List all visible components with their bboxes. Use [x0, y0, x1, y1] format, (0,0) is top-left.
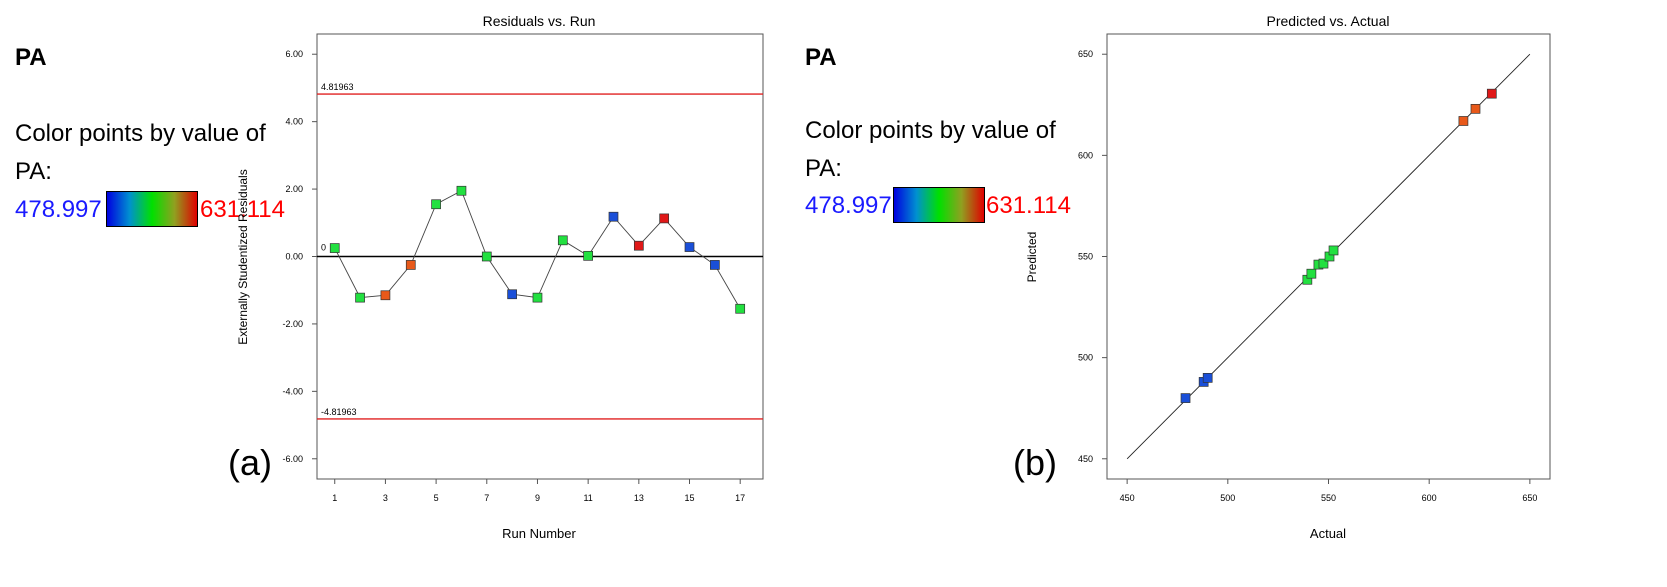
legend-min-value: 478.997 [805, 192, 892, 219]
legend-title: PA [805, 44, 837, 71]
x-tick-label: 550 [1321, 493, 1336, 503]
y-tick-label: 550 [1078, 252, 1093, 262]
data-point [735, 303, 746, 314]
plot-area: -6.00-4.00-2.000.002.004.006.001 3 5 7 9 11 13… [282, 33, 764, 503]
data-point [1486, 88, 1497, 99]
data-point [583, 250, 593, 261]
data-point [633, 240, 644, 251]
legend-caption-line1: Color points by value of [15, 120, 266, 147]
x-axis-label: Actual [1310, 526, 1346, 541]
y-tick-label: 6.00 [285, 49, 303, 59]
x-tick-label: 450 [1120, 493, 1135, 503]
legend-min-value: 478.997 [15, 196, 102, 223]
x-tick-label: 650 [1522, 493, 1537, 503]
lower-limit-label: -4.81963 [321, 407, 357, 417]
x-tick-label: 9 [535, 493, 540, 503]
y-axis-label: Predicted [1025, 232, 1039, 283]
legend-max-value: 631.114 [200, 196, 285, 223]
chart-title: Residuals vs. Run [483, 13, 596, 29]
chart-title: Predicted vs. Actual [1267, 13, 1390, 29]
x-tick-label: 15 [685, 493, 695, 503]
y-tick-label: 4.00 [285, 117, 303, 127]
data-point [507, 289, 517, 300]
x-tick-label: 11 [583, 493, 592, 503]
data-point [1306, 268, 1317, 279]
x-tick-label: 3 [383, 493, 388, 503]
color-gradient-bar [893, 187, 985, 223]
residuals-vs-run-chart: Residuals vs. Run Run Number Externally … [236, 13, 764, 541]
data-point [532, 292, 543, 303]
data-point [1470, 103, 1481, 114]
data-point [710, 260, 720, 270]
predicted-vs-actual-chart: Predicted vs. Actual Actual Predicted 45… [1025, 13, 1551, 541]
panel-a: PA Color points by value of PA: 478.997 … [0, 0, 820, 587]
data-point [329, 243, 340, 253]
color-gradient-bar [106, 191, 198, 227]
zero-line-label: 0 [321, 243, 326, 253]
data-point [557, 235, 568, 246]
y-tick-label: 450 [1078, 454, 1093, 464]
legend-caption-line1: Color points by value of [805, 117, 1056, 144]
plot-area: 450 500 550 600 650 450 500 550 600 650 [1078, 33, 1551, 503]
data-point [659, 213, 670, 224]
legend-max-value: 631.114 [986, 192, 1071, 219]
data-point [1328, 245, 1339, 256]
panel-letter: (b) [1013, 442, 1057, 483]
y-axis-label: Externally Studentized Residuals [236, 169, 250, 344]
data-point [1202, 373, 1213, 383]
x-tick-label: 13 [634, 493, 644, 503]
x-tick-label: 5 [434, 493, 439, 503]
y-tick-label: 600 [1078, 150, 1093, 160]
x-tick-label: 600 [1422, 493, 1437, 503]
x-tick-label: 17 [735, 493, 745, 503]
legend-title: PA [15, 44, 47, 71]
legend-caption-line2: PA: [805, 155, 842, 182]
x-tick-label: 7 [484, 493, 489, 503]
y-tick-label: -2.00 [282, 319, 303, 329]
y-tick-label: 2.00 [285, 184, 303, 194]
data-point [684, 242, 695, 252]
x-axis-label: Run Number [502, 526, 576, 541]
legend-caption-line2: PA: [15, 158, 52, 185]
data-point [1458, 116, 1469, 126]
data-point [431, 199, 441, 210]
panel-letter: (a) [228, 442, 272, 483]
y-tick-label: 650 [1078, 49, 1093, 59]
data-point [380, 290, 391, 301]
data-point [1180, 393, 1191, 403]
panel-b: PA Color points by value of PA: 478.997 … [805, 0, 1667, 587]
y-tick-label: 500 [1078, 353, 1093, 363]
upper-limit-label: 4.81963 [321, 82, 354, 92]
y-tick-label: 0.00 [285, 252, 303, 262]
y-tick-label: -6.00 [282, 454, 303, 464]
data-point [355, 292, 365, 303]
y-tick-label: -4.00 [282, 386, 303, 396]
x-tick-label: 1 [332, 493, 337, 503]
data-point [405, 260, 416, 270]
data-point [481, 251, 492, 262]
data-point [456, 185, 467, 196]
x-tick-label: 500 [1220, 493, 1235, 503]
data-point [1318, 258, 1329, 269]
data-point [608, 211, 619, 222]
series-line [334, 190, 741, 309]
